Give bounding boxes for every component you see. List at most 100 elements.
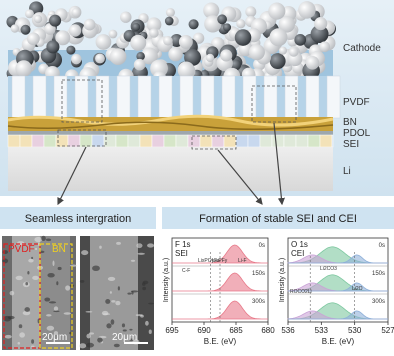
- pvdf-column: [116, 75, 131, 119]
- banner-text: Seamless intergration: [25, 213, 131, 225]
- grain: [57, 266, 62, 271]
- grain: [52, 260, 55, 267]
- sei-grain: [259, 134, 273, 148]
- grain: [41, 235, 46, 241]
- pvdf-column: [11, 75, 26, 119]
- grain: [140, 314, 144, 318]
- pvdf-column: [326, 75, 341, 119]
- bn-box: [39, 243, 73, 349]
- time-label: 300s: [252, 299, 265, 305]
- grain: [79, 343, 87, 349]
- sei-grain: [223, 134, 237, 148]
- particle: [314, 17, 328, 31]
- particle: [95, 53, 105, 64]
- grain: [22, 310, 31, 316]
- tick-label: 690: [197, 326, 211, 335]
- particle: [83, 18, 96, 31]
- sei-layer: [7, 134, 334, 148]
- pvdf-column: [221, 75, 236, 119]
- peak-label: Li-F: [238, 258, 247, 264]
- particle: [178, 34, 193, 49]
- sei-grain: [7, 134, 21, 148]
- particle: [278, 16, 295, 33]
- particle: [25, 9, 34, 19]
- particle: [203, 2, 220, 19]
- grain: [130, 290, 139, 293]
- pvdf-column: [95, 75, 110, 119]
- tick-label: 533: [315, 326, 329, 335]
- grain: [2, 258, 9, 264]
- grain: [117, 286, 120, 291]
- particle: [184, 48, 202, 66]
- grain: [110, 319, 115, 325]
- sei-grain: [19, 134, 33, 148]
- y-axis-label: Intensity (a.u.): [279, 258, 286, 302]
- particle: [294, 34, 307, 46]
- grain: [32, 275, 39, 281]
- particle: [192, 32, 205, 44]
- grain: [113, 343, 120, 348]
- grain: [142, 286, 147, 291]
- grain: [4, 334, 12, 339]
- sei-grain: [31, 134, 45, 148]
- grain: [46, 314, 52, 317]
- particle: [305, 56, 320, 70]
- pvdf-column: [242, 75, 257, 119]
- time-label: 150s: [372, 271, 385, 277]
- grain: [145, 320, 149, 326]
- grain: [102, 313, 111, 316]
- bn-wave: [7, 114, 334, 127]
- sem-region: [40, 236, 70, 350]
- sei-grain: [307, 134, 321, 148]
- pvdf-column: [158, 75, 173, 119]
- grain: [48, 301, 57, 304]
- peak-label: C-F: [182, 268, 190, 274]
- particle: [248, 44, 265, 61]
- peak-fit: [172, 272, 268, 292]
- grain: [88, 332, 95, 335]
- grain: [81, 250, 89, 256]
- grain: [65, 285, 71, 291]
- grain: [27, 270, 30, 275]
- sei-grain: [79, 134, 93, 148]
- zoom-boxes: [57, 79, 297, 150]
- grain: [129, 338, 134, 341]
- grain: [53, 306, 59, 312]
- pvdf-column: [32, 75, 47, 119]
- particle: [149, 28, 159, 38]
- sem-label: PVDF: [8, 244, 35, 255]
- grain: [46, 325, 55, 331]
- peak-fit: [172, 300, 268, 320]
- tick-label: 530: [348, 326, 362, 335]
- peak-label: Li2CO3: [320, 266, 337, 272]
- pvdf-layer: [8, 75, 341, 119]
- panel-title: O 1s: [291, 240, 308, 249]
- particle: [168, 46, 183, 62]
- sei-grain: [295, 134, 309, 148]
- grain: [53, 310, 60, 313]
- grain: [106, 323, 112, 329]
- scale-label: 20μm: [42, 332, 67, 343]
- pvdf-column: [305, 75, 320, 119]
- tick-label: 685: [229, 326, 243, 335]
- grain: [34, 236, 43, 243]
- peak-fit: [288, 310, 388, 320]
- grain: [19, 332, 25, 338]
- peak-label: LixPFy: [212, 258, 228, 264]
- sei-grain: [199, 134, 213, 148]
- panel-title: F 1s: [175, 240, 191, 249]
- particle: [55, 30, 71, 46]
- arrows: [57, 122, 285, 206]
- sei-grain: [247, 134, 261, 148]
- sei-grain: [187, 134, 201, 148]
- grain: [122, 329, 127, 332]
- particle: [46, 40, 60, 54]
- grain: [28, 258, 34, 263]
- sei-grain: [151, 134, 165, 148]
- particle: [165, 7, 175, 18]
- time-label: 150s: [252, 271, 265, 277]
- particle: [268, 2, 286, 20]
- grain: [105, 299, 111, 304]
- particle: [33, 14, 43, 24]
